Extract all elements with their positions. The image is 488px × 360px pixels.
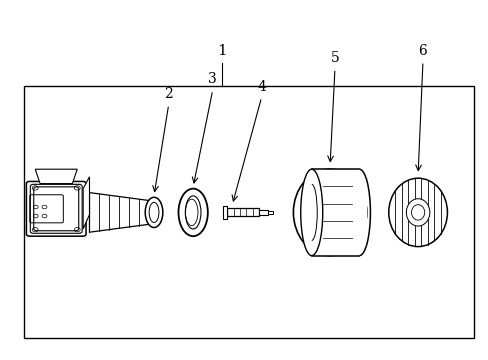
Ellipse shape bbox=[149, 202, 159, 222]
Ellipse shape bbox=[293, 169, 366, 256]
Ellipse shape bbox=[145, 197, 163, 228]
Text: 3: 3 bbox=[208, 72, 217, 86]
Text: 6: 6 bbox=[418, 44, 427, 58]
Text: 1: 1 bbox=[217, 44, 227, 58]
Bar bbox=[259, 210, 267, 215]
Ellipse shape bbox=[388, 178, 447, 247]
Text: 4: 4 bbox=[257, 80, 265, 94]
Polygon shape bbox=[35, 169, 77, 184]
Text: 5: 5 bbox=[330, 51, 339, 65]
Text: 2: 2 bbox=[164, 87, 173, 101]
Bar bbox=[227, 208, 259, 216]
Polygon shape bbox=[89, 193, 149, 232]
Ellipse shape bbox=[411, 205, 424, 220]
Ellipse shape bbox=[406, 199, 429, 226]
Bar bbox=[311, 169, 366, 256]
Ellipse shape bbox=[185, 196, 201, 229]
Polygon shape bbox=[83, 177, 89, 229]
Ellipse shape bbox=[300, 169, 322, 256]
Bar bbox=[267, 211, 272, 214]
Ellipse shape bbox=[178, 189, 207, 236]
Bar bbox=[223, 206, 227, 219]
FancyBboxPatch shape bbox=[34, 187, 79, 231]
Bar bbox=[24, 86, 473, 338]
